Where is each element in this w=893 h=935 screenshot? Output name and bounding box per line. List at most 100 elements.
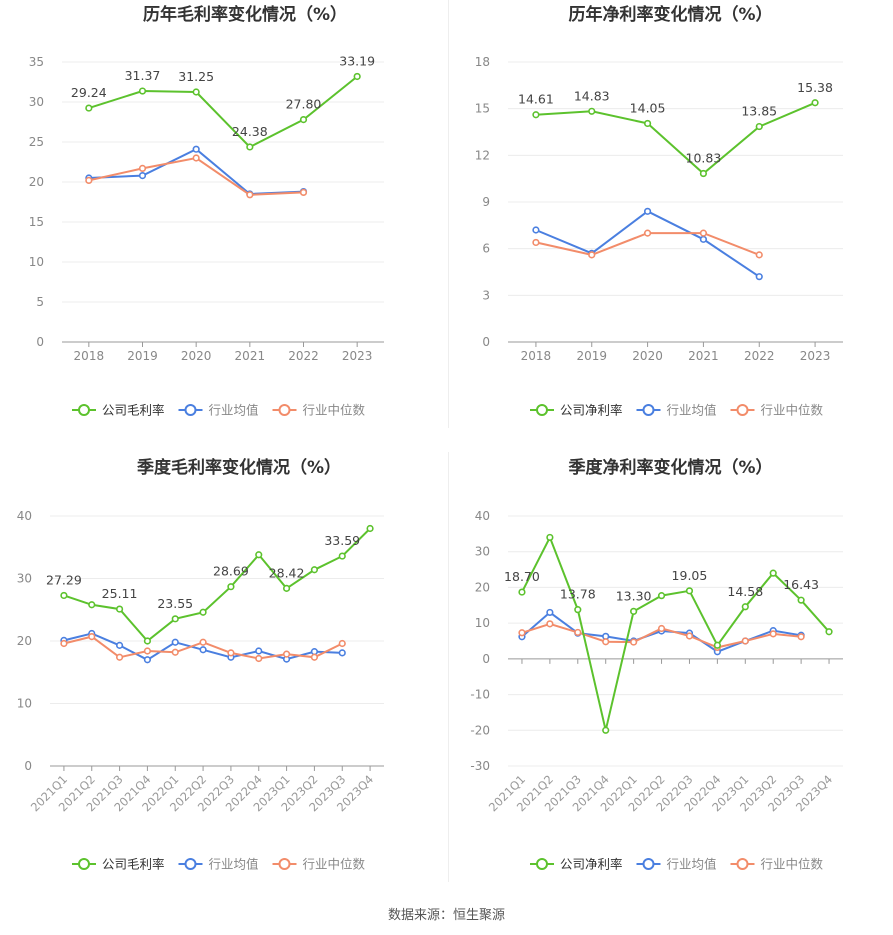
legend-label: 公司净利率 [560, 403, 623, 418]
data-point [199, 638, 207, 646]
x-tick-label: 2020 [632, 349, 663, 363]
legend-marker [736, 404, 749, 416]
legend-item-2[interactable]: 行业中位数 [272, 403, 366, 418]
data-point [546, 620, 554, 628]
legend-item-1[interactable]: 行业均值 [636, 403, 717, 418]
data-point [657, 624, 666, 633]
data-label: 19.05 [672, 568, 708, 583]
data-point [574, 606, 582, 614]
x-tick-label: 2021 [235, 349, 266, 363]
data-point [643, 229, 652, 237]
legend-label: 行业均值 [667, 403, 717, 418]
chart-title: 季度毛利率变化情况（%） [137, 457, 341, 478]
chart-title: 历年净利率变化情况（%） [568, 4, 772, 25]
data-point [115, 641, 124, 649]
data-point [299, 115, 308, 124]
legend-item-2[interactable]: 行业中位数 [730, 857, 824, 872]
legend-item-0[interactable]: 公司毛利率 [72, 403, 165, 418]
data-point [797, 596, 805, 604]
y-tick-label: 9 [482, 195, 490, 209]
data-point [310, 653, 319, 661]
data-point [143, 656, 152, 664]
y-tick-label: 10 [475, 616, 490, 630]
data-label: 28.42 [269, 565, 305, 580]
data-point [532, 111, 540, 119]
data-point [741, 603, 749, 611]
data-point [255, 551, 263, 559]
data-point [353, 72, 361, 81]
data-point [310, 566, 319, 574]
data-point [246, 191, 254, 199]
data-point [171, 638, 179, 646]
data-label: 14.05 [630, 100, 666, 115]
data-label: 23.55 [157, 596, 193, 611]
data-point [699, 229, 708, 237]
chart-quarterly-net-margin: 季度净利率变化情况（%）-30-20-100102030402021Q12021… [470, 457, 843, 872]
y-tick-label: 5 [36, 295, 44, 309]
y-tick-label: 6 [482, 242, 490, 256]
legend-item-2[interactable]: 行业中位数 [272, 857, 366, 872]
legend-item-1[interactable]: 行业均值 [636, 857, 717, 872]
y-tick-label: 15 [29, 215, 44, 229]
data-label: 10.83 [686, 151, 722, 166]
data-point [685, 632, 694, 640]
y-tick-label: 35 [29, 55, 44, 69]
legend-item-2[interactable]: 行业中位数 [730, 403, 824, 418]
data-point [138, 172, 147, 180]
legend-item-1[interactable]: 行业均值 [178, 857, 259, 872]
legend-marker [536, 858, 548, 870]
data-point [60, 639, 68, 648]
y-tick-label: 25 [29, 135, 44, 149]
y-tick-label: 40 [17, 509, 32, 523]
x-tick-label: 2022 [744, 349, 775, 363]
data-label: 31.25 [178, 69, 214, 84]
data-label: 24.38 [232, 124, 268, 139]
data-point [338, 649, 346, 657]
data-point [769, 569, 777, 577]
y-tick-label: 10 [29, 255, 44, 269]
data-point [299, 188, 308, 196]
data-point [699, 169, 708, 178]
data-label: 25.11 [102, 586, 138, 601]
y-tick-label: 20 [29, 175, 44, 189]
data-label: 18.70 [504, 569, 540, 584]
data-point [643, 119, 652, 128]
y-tick-label: 18 [475, 55, 490, 69]
legend-label: 行业中位数 [761, 857, 824, 872]
x-tick-label: 2020 [181, 349, 212, 363]
data-point [246, 143, 254, 151]
legend-item-0[interactable]: 公司净利率 [530, 403, 623, 418]
data-point [255, 654, 263, 663]
data-point [138, 87, 147, 95]
y-tick-label: 15 [475, 102, 490, 116]
data-point [532, 238, 540, 247]
legend-item-1[interactable]: 行业均值 [178, 403, 259, 418]
data-point [811, 99, 819, 107]
legend-marker [736, 858, 749, 870]
series-line-0 [63, 527, 371, 643]
data-point [338, 552, 346, 560]
legend-item-0[interactable]: 公司净利率 [530, 857, 623, 872]
data-label: 13.30 [616, 588, 652, 603]
legend-marker [78, 858, 90, 870]
data-point [88, 633, 96, 641]
legend-item-0[interactable]: 公司毛利率 [72, 857, 165, 872]
data-point [143, 637, 152, 645]
data-point [192, 88, 200, 96]
data-label: 14.61 [518, 92, 554, 107]
data-point [797, 633, 805, 641]
x-tick-label: 2018 [74, 349, 105, 363]
data-point [60, 591, 68, 600]
legend-label: 行业中位数 [303, 857, 366, 872]
data-label: 31.37 [125, 68, 161, 83]
x-tick-label: 2019 [576, 349, 607, 363]
data-point [588, 251, 596, 259]
data-point [769, 630, 777, 638]
data-label: 33.19 [339, 53, 375, 68]
data-point [755, 251, 763, 259]
data-point [255, 647, 263, 655]
data-point [741, 637, 749, 645]
y-tick-label: 0 [482, 652, 490, 666]
legend-marker [278, 858, 291, 870]
data-point [199, 608, 207, 616]
